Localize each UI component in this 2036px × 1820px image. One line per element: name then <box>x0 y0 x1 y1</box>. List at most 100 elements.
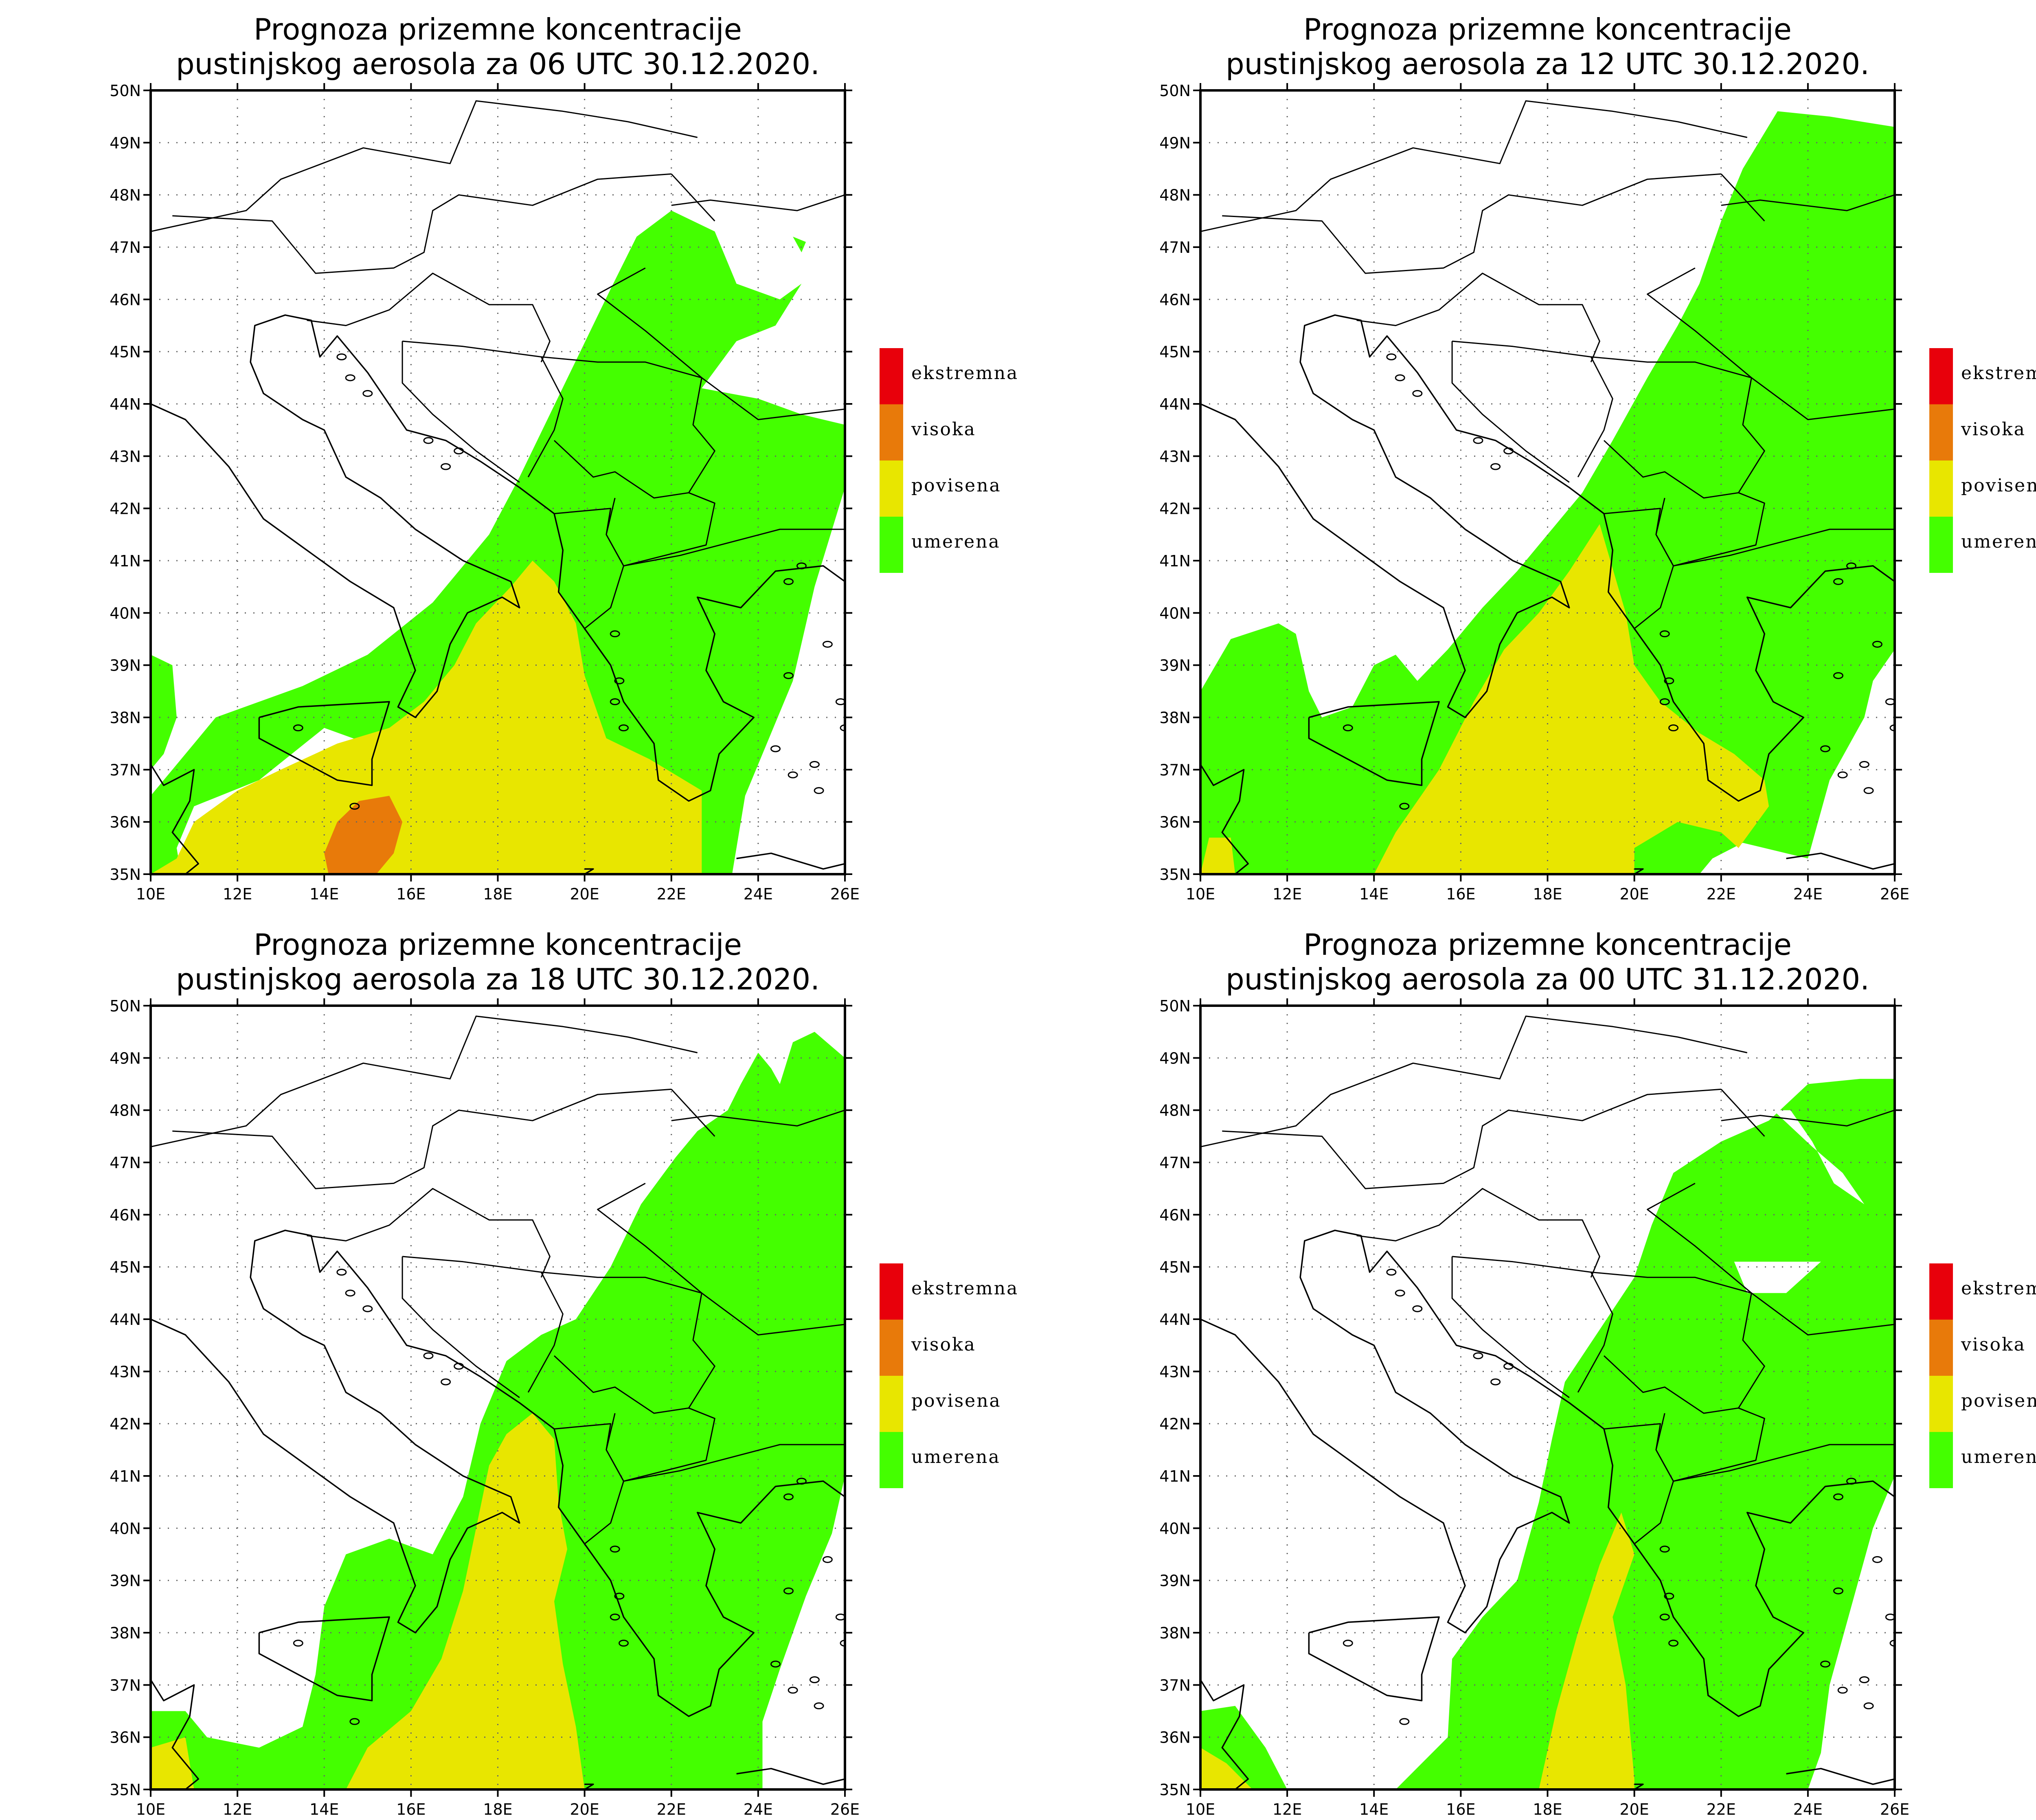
coastline <box>584 868 594 874</box>
lon-tick-label: 20E <box>570 1800 599 1818</box>
legend-swatch-umerena <box>1929 1432 1953 1488</box>
lat-tick-label: 36N <box>1159 814 1191 831</box>
lat-tick-label: 35N <box>110 1781 141 1799</box>
lat-tick-label: 35N <box>1159 866 1191 884</box>
island-outline <box>610 630 620 638</box>
lon-tick-label: 12E <box>1272 1800 1302 1818</box>
country-border <box>1222 1088 1721 1189</box>
island-outline <box>1872 1556 1882 1563</box>
panel-title-line1: Prognoza prizemne koncentracije <box>1303 12 1792 46</box>
legend-label-ekstremna: ekstremna <box>1961 1278 2036 1299</box>
lon-tick-label: 26E <box>1880 1800 1909 1818</box>
country-border <box>1673 528 1895 567</box>
island-outline <box>814 787 824 794</box>
country-border <box>1356 272 1600 362</box>
country-border <box>1647 1182 1752 1294</box>
lon-tick-label: 26E <box>830 885 860 903</box>
island-outline <box>1885 698 1895 705</box>
country-border <box>701 377 845 420</box>
island-outline <box>454 1363 464 1370</box>
lon-tick-label: 22E <box>1707 885 1736 903</box>
island-outline <box>770 1660 781 1668</box>
lat-tick-label: 40N <box>110 604 141 622</box>
country-border <box>1673 1444 1895 1482</box>
island-outline <box>362 390 373 397</box>
panel-title-line1: Prognoza prizemne koncentracije <box>254 12 742 46</box>
lon-tick-label: 16E <box>1446 885 1475 903</box>
island-outline <box>796 1478 807 1485</box>
island-outline <box>783 672 794 679</box>
island-outline <box>1395 374 1405 382</box>
lat-tick-label: 36N <box>1159 1729 1191 1747</box>
legend-swatch-umerena <box>1929 517 1953 573</box>
island-outline <box>788 771 798 778</box>
island-outline <box>1659 1546 1670 1553</box>
legend-swatch-ekstremna <box>880 348 903 404</box>
island-outline <box>1412 390 1423 397</box>
lon-tick-label: 22E <box>657 885 686 903</box>
lat-tick-label: 46N <box>110 1206 141 1224</box>
legend-swatch-ekstremna <box>1929 348 1953 404</box>
island-outline <box>345 1289 355 1297</box>
island-outline <box>1386 1269 1397 1276</box>
island-outline <box>1872 640 1882 648</box>
lat-tick-label: 35N <box>110 866 141 884</box>
lat-tick-label: 49N <box>1159 134 1191 152</box>
island-outline <box>349 803 360 810</box>
island-outline <box>454 447 464 454</box>
island-outline <box>336 353 347 360</box>
island-outline <box>1664 677 1674 684</box>
island-outline <box>1833 672 1843 679</box>
aerosol-region-umerena <box>151 655 177 770</box>
country-border <box>1721 194 1895 211</box>
country-border <box>1751 377 1895 420</box>
legend-swatch-visoka <box>880 404 903 460</box>
island-outline <box>814 1702 824 1710</box>
island-outline <box>809 1676 820 1683</box>
country-border <box>701 1292 845 1335</box>
legend-label-umerena: umerena <box>1961 531 2036 552</box>
lon-tick-label: 10E <box>1186 1800 1215 1818</box>
country-border <box>1751 1292 1895 1335</box>
lon-tick-label: 24E <box>744 885 773 903</box>
coastline <box>1308 701 1440 786</box>
lon-tick-label: 10E <box>1186 885 1215 903</box>
lat-tick-label: 43N <box>110 447 141 465</box>
lon-tick-label: 12E <box>223 885 252 903</box>
island-outline <box>1399 1718 1410 1725</box>
country-border <box>1200 100 1748 232</box>
lat-tick-label: 43N <box>110 1363 141 1381</box>
lon-tick-label: 24E <box>744 1800 773 1818</box>
aerosol-region-povisena <box>1200 838 1235 874</box>
legend-label-visoka: visoka <box>1961 1334 2026 1355</box>
panel-title-line2: pustinjskog aerosola za 12 UTC 30.12.202… <box>1226 47 1869 81</box>
island-outline <box>1846 1478 1856 1485</box>
lat-tick-label: 38N <box>110 1624 141 1642</box>
country-border <box>671 194 845 211</box>
aerosol-region-visoka <box>324 796 403 874</box>
island-outline <box>1889 1640 1895 1647</box>
country-border <box>541 356 715 499</box>
island-outline <box>610 1546 620 1553</box>
forecast-panel: Prognoza prizemne koncentracijepustinjsk… <box>110 12 1017 903</box>
country-border <box>623 1444 845 1482</box>
legend-label-umerena: umerena <box>911 531 1000 552</box>
lat-tick-label: 46N <box>1159 1206 1191 1224</box>
island-outline <box>336 1269 347 1276</box>
lon-tick-label: 16E <box>396 1800 426 1818</box>
country-border <box>1721 1110 1895 1127</box>
island-outline <box>1490 1378 1501 1386</box>
island-outline <box>1833 1587 1843 1594</box>
panel-title-line1: Prognoza prizemne koncentracije <box>1303 928 1792 962</box>
country-border <box>151 1015 698 1147</box>
lat-tick-label: 50N <box>110 997 141 1015</box>
lat-tick-label: 38N <box>1159 709 1191 727</box>
island-outline <box>1412 1305 1423 1312</box>
country-border <box>623 528 845 567</box>
island-outline <box>614 677 625 684</box>
island-outline <box>796 562 807 570</box>
lat-tick-label: 46N <box>1159 291 1191 309</box>
lon-tick-label: 10E <box>136 1800 165 1818</box>
